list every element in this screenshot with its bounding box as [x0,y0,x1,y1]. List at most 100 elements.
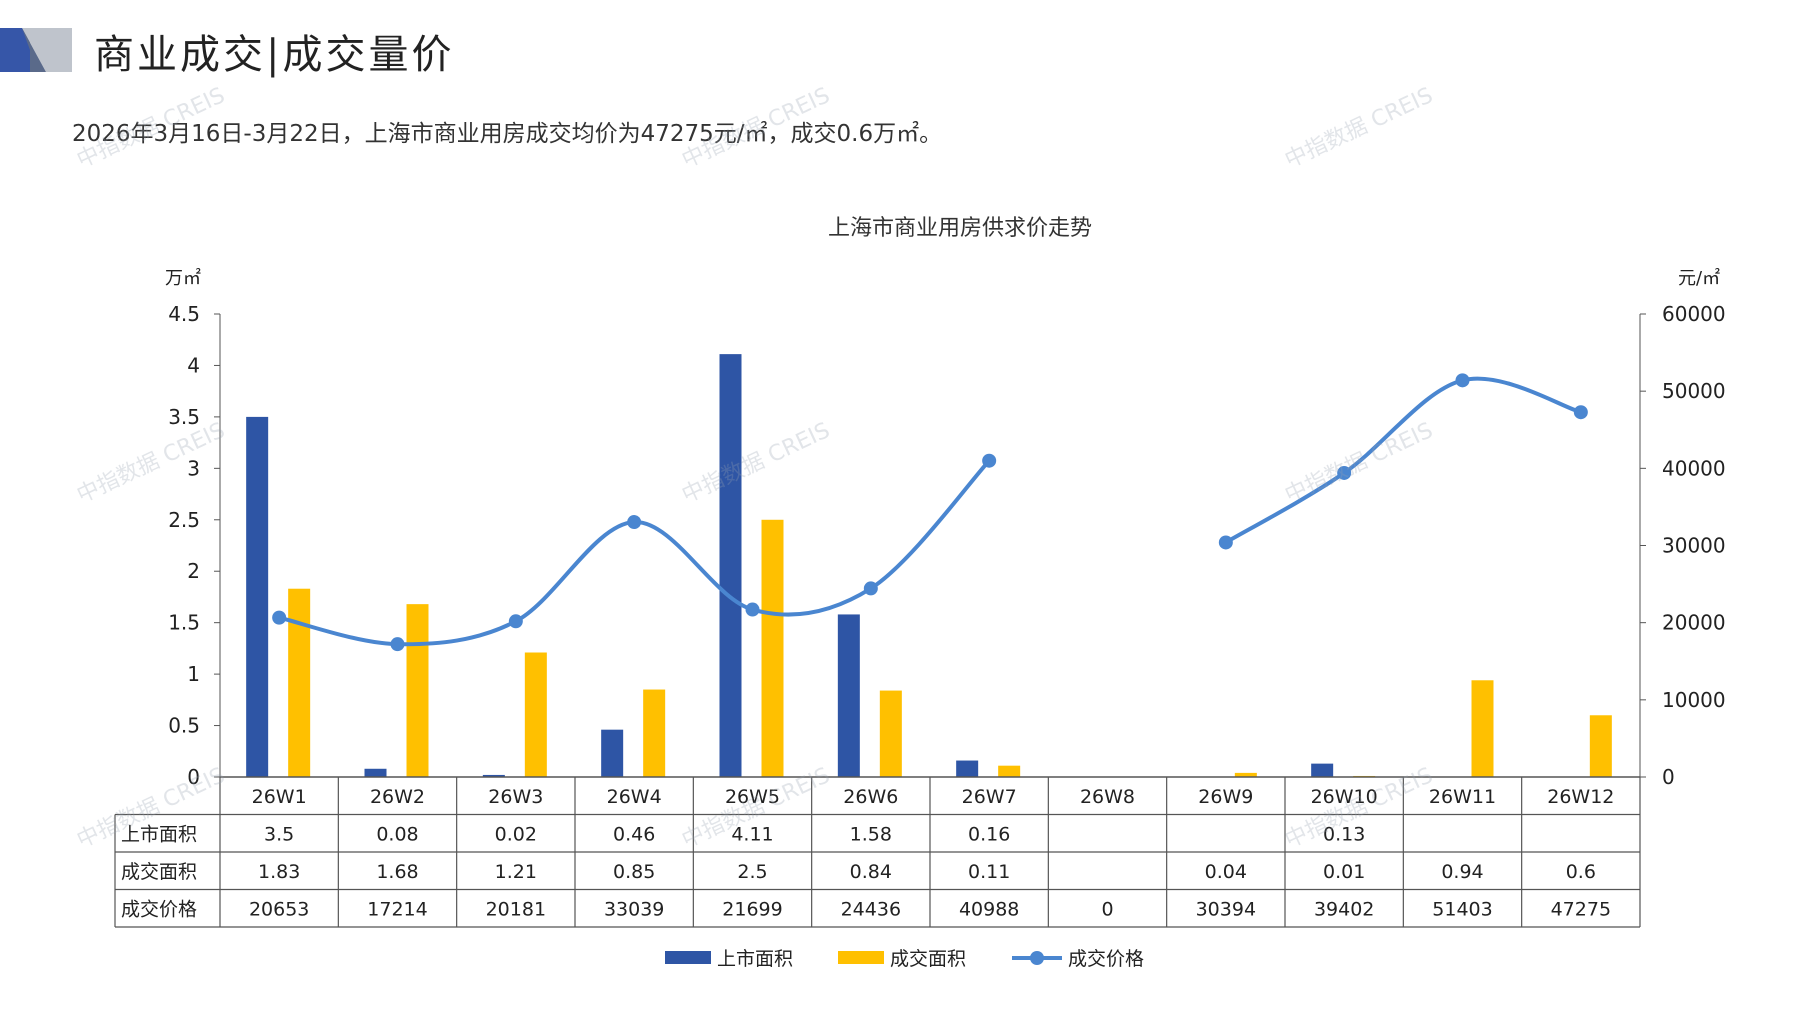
bar-deal-area [288,588,311,777]
bar-supply-area [482,774,505,777]
table-cell-value: 3.5 [264,824,294,846]
x-category-label: 26W12 [1547,786,1614,808]
table-cell-value: 20653 [249,899,309,921]
bar-supply-area [1311,763,1334,777]
table-row-header: 成交价格 [121,899,197,921]
table-cell-value: 2.5 [737,861,767,883]
x-category-label: 26W11 [1429,786,1496,808]
price-point [272,610,287,625]
y-left-tick-label: 0.5 [168,714,200,738]
table-cell-value: 40988 [959,899,1019,921]
table-cell-value: 0.94 [1441,861,1483,883]
table-cell-value: 0.11 [968,861,1010,883]
y-left-tick-label: 2.5 [168,508,200,532]
header-logo-icon [0,28,72,72]
table-cell-value: 0.13 [1323,824,1365,846]
table-cell-value: 33039 [604,899,664,921]
y-left-tick-label: 0 [187,765,200,789]
bar-deal-area [998,765,1021,777]
y-left-tick-label: 3 [187,456,200,480]
bar-deal-area [1471,680,1494,777]
table-cell-value: 20181 [486,899,546,921]
bar-supply-area [719,354,742,777]
chart-title: 上海市商业用房供求价走势 [828,216,1092,241]
price-point [627,515,642,530]
table-cell-value: 47275 [1551,899,1611,921]
bar-deal-area [643,689,666,777]
y-left-tick-label: 1 [187,662,200,686]
y-right-tick-label: 30000 [1662,534,1726,558]
y-right-tick-label: 50000 [1662,379,1726,403]
y-right-tick-label: 60000 [1662,302,1726,326]
table-cell-value: 0.01 [1323,861,1365,883]
table-cell-value: 0 [1101,899,1113,921]
x-category-label: 26W4 [607,786,662,808]
bar-deal-area [879,690,902,777]
y-right-tick-label: 0 [1662,765,1675,789]
table-row-header: 上市面积 [121,824,197,846]
table-cell-value: 0.16 [968,824,1010,846]
table-cell-value: 0.46 [613,824,655,846]
legend-swatch-price-point [1030,951,1044,965]
legend-label-supply: 上市面积 [717,948,793,970]
x-category-label: 26W1 [252,786,307,808]
y-axis-left-unit: 万㎡ [165,267,201,289]
bar-supply-area [956,760,979,777]
y-axis-right-unit: 元/㎡ [1678,267,1720,289]
table-cell-value: 0.6 [1566,861,1596,883]
price-point [982,453,997,468]
bar-deal-area [761,519,784,777]
x-category-label: 26W10 [1311,786,1378,808]
y-left-tick-label: 1.5 [168,611,200,635]
price-point [863,581,878,596]
table-cell-value: 1.68 [376,861,418,883]
table-cell-value: 51403 [1432,899,1492,921]
legend-label-deal: 成交面积 [890,948,966,970]
price-point [745,602,760,617]
table-cell-value: 21699 [722,899,782,921]
table-cell-value: 0.84 [850,861,892,883]
x-category-label: 26W5 [725,786,780,808]
price-line [278,459,991,647]
table-cell-value: 0.02 [495,824,537,846]
price-point [1455,373,1470,388]
x-category-label: 26W6 [843,786,898,808]
x-category-label: 26W9 [1198,786,1253,808]
table-cell-value: 1.58 [850,824,892,846]
bar-deal-area [1234,772,1257,777]
table-cell-value: 39402 [1314,899,1374,921]
price-point [390,637,405,652]
summary-text: 2026年3月16日-3月22日，上海市商业用房成交均价为47275元/㎡，成交… [72,121,943,147]
legend-swatch-deal [838,951,884,964]
price-point [1573,405,1588,420]
y-left-tick-label: 2 [187,559,200,583]
x-category-label: 26W8 [1080,786,1135,808]
y-right-tick-label: 20000 [1662,611,1726,635]
x-category-label: 26W3 [488,786,543,808]
x-category-label: 26W2 [370,786,425,808]
table-cell-value: 4.11 [731,824,773,846]
y-left-tick-label: 4 [187,353,200,377]
price-point [508,614,523,629]
table-cell-value: 30394 [1196,899,1256,921]
bar-deal-area [1589,715,1612,777]
table-cell-value: 0.08 [376,824,418,846]
y-left-tick-label: 4.5 [168,302,200,326]
price-line [1224,376,1582,545]
table-row-header: 成交面积 [121,861,197,883]
y-right-tick-label: 10000 [1662,688,1726,712]
x-category-label: 26W7 [962,786,1017,808]
table-cell-value: 24436 [841,899,901,921]
table-cell-value: 0.04 [1205,861,1247,883]
table-cell-value: 17214 [367,899,427,921]
bar-supply-area [601,729,624,777]
price-point [1218,535,1233,550]
legend-swatch-supply [665,951,711,964]
bar-supply-area [246,416,269,777]
table-cell-value: 1.83 [258,861,300,883]
bar-deal-area [406,604,429,777]
legend-label-price: 成交价格 [1068,948,1144,970]
bar-deal-area [524,652,547,777]
y-right-tick-label: 40000 [1662,456,1726,480]
